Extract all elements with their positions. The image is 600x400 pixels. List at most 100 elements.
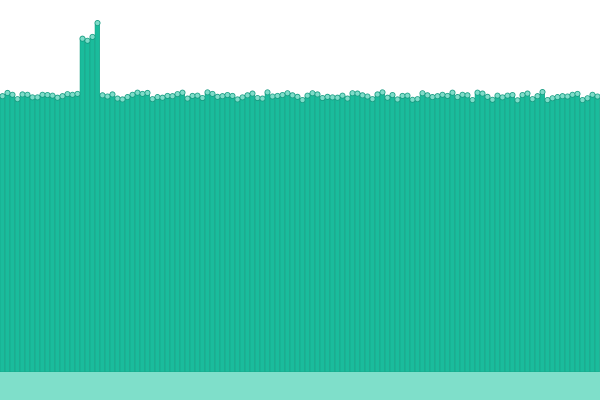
bar-top-marker-75 xyxy=(374,91,381,98)
bar-118 xyxy=(589,94,595,373)
bar-top-marker-62 xyxy=(309,90,316,97)
bar-39 xyxy=(194,95,200,373)
bar-93 xyxy=(464,95,470,373)
bar-82 xyxy=(409,99,415,373)
bar-20 xyxy=(99,95,105,373)
bar-top-marker-0 xyxy=(0,93,6,100)
bar-98 xyxy=(489,99,495,373)
bar-top-marker-3 xyxy=(14,96,21,103)
bar-top-marker-43 xyxy=(214,93,221,100)
bar-top-marker-51 xyxy=(254,94,261,101)
bar-top-marker-79 xyxy=(394,96,401,103)
bar-top-marker-25 xyxy=(124,94,131,101)
bars-layer xyxy=(0,22,600,373)
bar-50 xyxy=(249,93,255,373)
markers-layer xyxy=(0,20,600,104)
bar-top-marker-21 xyxy=(104,93,111,100)
bar-90 xyxy=(449,92,455,373)
bar-top-marker-50 xyxy=(249,90,256,97)
bar-81 xyxy=(404,95,410,373)
bar-15 xyxy=(74,93,80,373)
bar-85 xyxy=(424,95,430,373)
bar-top-marker-70 xyxy=(349,90,356,97)
bar-top-marker-17 xyxy=(84,37,91,44)
bar-top-marker-6 xyxy=(29,94,36,101)
bar-60 xyxy=(299,99,305,373)
bar-top-marker-66 xyxy=(329,94,336,101)
bar-32 xyxy=(159,97,165,373)
bar-63 xyxy=(314,94,320,373)
bar-top-marker-55 xyxy=(274,92,281,99)
bar-76 xyxy=(379,92,385,373)
bar-top-marker-96 xyxy=(479,90,486,97)
bar-top-marker-36 xyxy=(179,89,186,96)
bar-59 xyxy=(294,96,300,373)
bar-96 xyxy=(479,93,485,373)
bar-top-marker-71 xyxy=(354,90,361,97)
bar-61 xyxy=(304,95,310,373)
bar-top-marker-73 xyxy=(364,93,371,100)
bar-top-marker-99 xyxy=(494,92,501,99)
bar-top-marker-77 xyxy=(384,94,391,101)
bar-top-marker-9 xyxy=(44,91,51,98)
bar-top-marker-52 xyxy=(259,95,266,102)
bar-109 xyxy=(544,99,550,373)
bar-top-marker-34 xyxy=(169,93,176,100)
bar-117 xyxy=(584,97,590,373)
bar-top-marker-12 xyxy=(59,93,66,100)
bar-1 xyxy=(4,92,10,373)
bar-29 xyxy=(144,92,150,373)
bar-top-marker-68 xyxy=(339,92,346,99)
bar-top-marker-13 xyxy=(64,91,71,98)
bar-105 xyxy=(524,93,530,373)
bar-7 xyxy=(34,97,40,373)
bar-84 xyxy=(419,92,425,373)
bar-51 xyxy=(254,97,260,373)
bar-top-marker-83 xyxy=(414,96,421,103)
bar-top-marker-19 xyxy=(94,20,101,27)
bar-top-marker-18 xyxy=(89,33,96,40)
bar-64 xyxy=(319,97,325,373)
bar-top-marker-95 xyxy=(474,89,481,96)
bar-top-marker-16 xyxy=(79,35,86,42)
bar-42 xyxy=(209,93,215,373)
bar-31 xyxy=(154,96,160,373)
bar-16 xyxy=(79,38,85,373)
bar-top-marker-56 xyxy=(279,91,286,98)
bar-36 xyxy=(179,92,185,373)
bar-top-marker-53 xyxy=(264,89,271,96)
bar-top-marker-29 xyxy=(144,89,151,96)
bar-top-marker-45 xyxy=(224,91,231,98)
bar-top-marker-72 xyxy=(359,92,366,99)
bar-41 xyxy=(204,92,210,373)
bar-top-marker-27 xyxy=(134,89,141,96)
bar-52 xyxy=(259,98,265,373)
bar-top-marker-78 xyxy=(389,91,396,98)
bar-top-marker-100 xyxy=(499,94,506,101)
bar-top-marker-35 xyxy=(174,91,181,98)
bar-top-marker-64 xyxy=(319,94,326,101)
bar-top-marker-102 xyxy=(509,91,516,98)
bar-top-marker-91 xyxy=(454,94,461,101)
bar-top-marker-60 xyxy=(299,97,306,104)
bar-25 xyxy=(124,96,130,373)
bar-top-marker-41 xyxy=(204,89,211,96)
bar-69 xyxy=(344,98,350,373)
bar-3 xyxy=(14,98,20,373)
bar-103 xyxy=(514,100,520,373)
bar-13 xyxy=(64,93,70,373)
bar-top-marker-98 xyxy=(489,96,496,103)
bar-top-marker-49 xyxy=(244,92,251,99)
bar-78 xyxy=(389,94,395,373)
bar-48 xyxy=(239,97,245,373)
bar-top-marker-69 xyxy=(344,95,351,102)
bar-73 xyxy=(364,96,370,373)
bar-94 xyxy=(469,99,475,373)
bar-top-marker-47 xyxy=(234,96,241,103)
bar-top-marker-1 xyxy=(4,89,11,96)
bar-88 xyxy=(439,94,445,373)
bar-102 xyxy=(509,94,515,373)
bar-top-marker-112 xyxy=(559,93,566,100)
bar-top-marker-115 xyxy=(574,90,581,97)
bar-114 xyxy=(569,94,575,373)
